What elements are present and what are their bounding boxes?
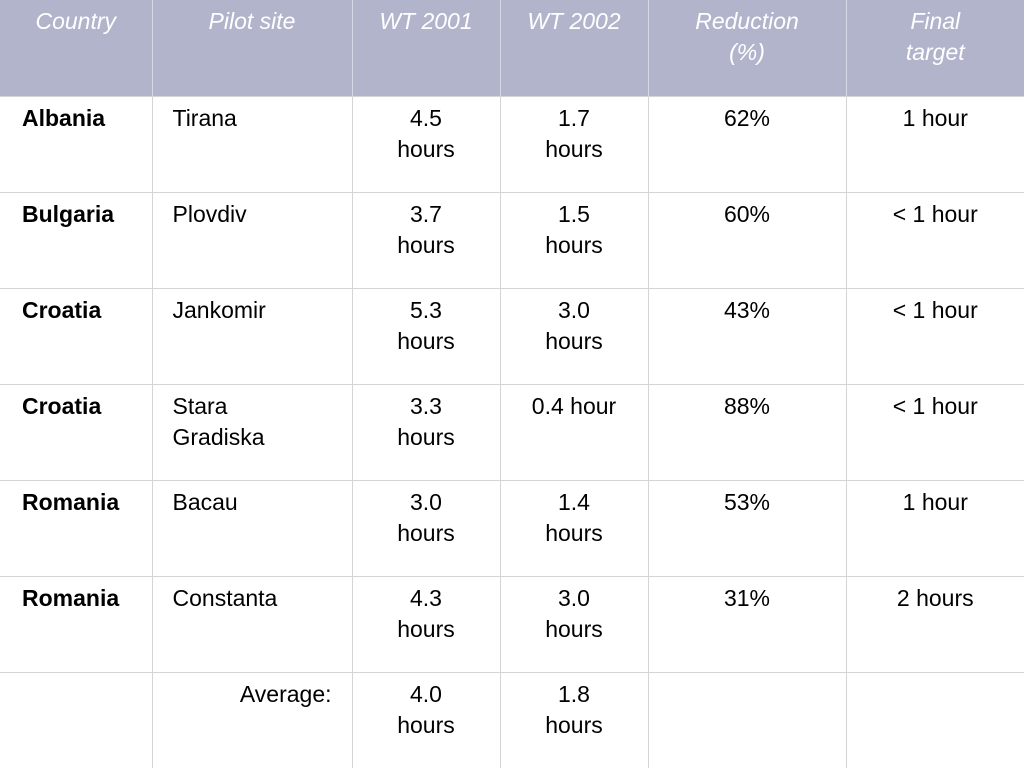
country-cell: Romania	[0, 575, 153, 673]
wt2001-value: 4.3	[410, 584, 442, 611]
country-cell: Croatia	[0, 383, 153, 481]
wt2002-value: 1.4	[558, 488, 590, 515]
wt2001-cell: 3.3 hours	[351, 383, 501, 481]
pilot-site-cell: Tirana	[151, 95, 353, 193]
reduction-cell: 43%	[647, 287, 847, 385]
header-wt2001: WT 2001	[351, 0, 500, 96]
header-pilot-site: Pilot site	[151, 0, 352, 96]
table-row: Romania Bacau 3.0 hours 1.4 hours 53% 1 ho…	[0, 479, 1024, 577]
pilot-site-cell: Stara Gradiska	[151, 383, 353, 481]
wt2001-cell: 5.3 hours	[351, 287, 501, 385]
wt2001-cell: 3.0 hours	[351, 479, 501, 577]
wt2002-unit: hours	[545, 135, 603, 162]
wt2002-cell: 1.7 hours	[499, 95, 649, 193]
wt2002-cell: 3.0 hours	[499, 287, 649, 385]
wt2002-unit: hours	[545, 231, 603, 258]
table-row: Bulgaria Plovdiv 3.7 hours 1.5 hours 60% <…	[0, 191, 1024, 289]
wt2001-cell: 4.3 hours	[351, 575, 501, 673]
wt2001-value: 4.5	[410, 104, 442, 131]
wt2002-unit: hours	[545, 615, 603, 642]
pilot-site-cell: Bacau	[151, 479, 353, 577]
average-wt2002-unit: hours	[545, 711, 603, 738]
average-wt2001-cell: 4.0 hours	[351, 671, 501, 768]
reduction-cell: 60%	[647, 191, 847, 289]
table-row: Croatia Stara Gradiska 3.3 hours 0.4 hour …	[0, 383, 1024, 481]
wt2001-unit: hours	[397, 135, 455, 162]
pilot-site-line1: Plovdiv	[172, 200, 247, 227]
country-cell: Bulgaria	[0, 191, 153, 289]
average-wt2002-value: 1.8	[558, 680, 590, 707]
country-cell: Albania	[0, 95, 153, 193]
final-target-cell: 2 hours	[845, 575, 1024, 673]
wt2002-cell: 1.4 hours	[499, 479, 649, 577]
pilot-site-line1: Tirana	[172, 104, 237, 131]
header-wt2002-label: WT 2002	[527, 8, 621, 34]
wt2001-cell: 3.7 hours	[351, 191, 501, 289]
reduction-cell: 88%	[647, 383, 847, 481]
final-target-cell: 1 hour	[845, 95, 1024, 193]
wt2001-unit: hours	[397, 231, 455, 258]
wt2001-value: 3.7	[410, 200, 442, 227]
final-target-cell: < 1 hour	[845, 191, 1024, 289]
reduction-cell: 53%	[647, 479, 847, 577]
table-row: Croatia Jankomir 5.3 hours 3.0 hours 43% <…	[0, 287, 1024, 385]
wt2002-cell: 3.0 hours	[499, 575, 649, 673]
average-empty-cell	[0, 671, 153, 768]
pilot-site-cell: Plovdiv	[151, 191, 353, 289]
header-wt2001-label: WT 2001	[379, 8, 473, 34]
pilot-site-line1: Jankomir	[172, 296, 266, 323]
average-row: Average: 4.0 hours 1.8 hours	[0, 671, 1024, 768]
wt2001-unit: hours	[397, 519, 455, 546]
wt2002-cell: 1.5 hours	[499, 191, 649, 289]
final-target-cell: < 1 hour	[845, 287, 1024, 385]
final-target-cell: < 1 hour	[845, 383, 1024, 481]
wt2002-cell: 0.4 hour	[499, 383, 649, 481]
wt2001-unit: hours	[397, 327, 455, 354]
reduction-cell: 31%	[647, 575, 847, 673]
header-pilot-site-label: Pilot site	[208, 8, 296, 34]
pilot-site-line1: Stara	[172, 392, 228, 419]
wt2002-value: 3.0	[558, 584, 590, 611]
average-wt2001-value: 4.0	[410, 680, 442, 707]
country-cell: Croatia	[0, 287, 153, 385]
wt2001-unit: hours	[397, 423, 455, 450]
header-country: Country	[0, 0, 152, 96]
wt2001-unit: hours	[397, 615, 455, 642]
wt2001-value: 3.0	[410, 488, 442, 515]
table-header-row: Country Pilot site WT 2001 WT 2002 Reduc…	[0, 0, 1024, 96]
wt2001-value: 5.3	[410, 296, 442, 323]
pilot-site-cell: Constanta	[151, 575, 353, 673]
header-reduction-label-line1: Reduction	[695, 8, 799, 34]
header-reduction-label-line2: (%)	[729, 39, 765, 65]
average-label-cell: Average:	[151, 671, 353, 768]
pilot-site-line1: Bacau	[172, 488, 238, 515]
reduction-cell: 62%	[647, 95, 847, 193]
pilot-site-line2: Gradiska	[172, 423, 265, 450]
pilot-site-cell: Jankomir	[151, 287, 353, 385]
header-reduction: Reduction (%)	[647, 0, 846, 96]
header-final-target-label-line1: Final	[910, 8, 961, 34]
header-final-target: Final target	[845, 0, 1024, 96]
wt2002-value: 1.7	[558, 104, 590, 131]
wt2002-unit: hours	[545, 519, 603, 546]
header-final-target-label-line2: target	[905, 39, 965, 65]
wt2001-cell: 4.5 hours	[351, 95, 501, 193]
wt2001-value: 3.3	[410, 392, 442, 419]
country-cell: Romania	[0, 479, 153, 577]
average-wt2002-cell: 1.8 hours	[499, 671, 649, 768]
average-wt2001-unit: hours	[397, 711, 455, 738]
wt2002-unit: hours	[545, 327, 603, 354]
wt2002-value: 3.0	[558, 296, 590, 323]
wt2002-value: 1.5	[558, 200, 590, 227]
header-country-label: Country	[35, 8, 117, 34]
table-row: Albania Tirana 4.5 hours 1.7 hours 62% 1 h…	[0, 95, 1024, 193]
wt2002-value: 0.4 hour	[531, 392, 617, 419]
header-wt2002: WT 2002	[499, 0, 648, 96]
average-reduction-empty-cell	[647, 671, 847, 768]
table-row: Romania Constanta 4.3 hours 3.0 hours 31% …	[0, 575, 1024, 673]
final-target-cell: 1 hour	[845, 479, 1024, 577]
average-target-empty-cell	[845, 671, 1024, 768]
pilot-site-line1: Constanta	[172, 584, 278, 611]
